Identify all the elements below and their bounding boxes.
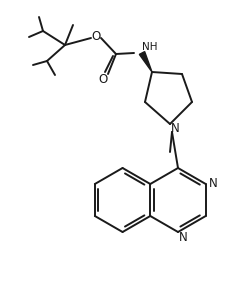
Text: O: O — [98, 72, 107, 85]
Text: N: N — [170, 122, 179, 135]
Text: O: O — [91, 30, 100, 43]
Text: N: N — [208, 177, 217, 191]
Text: N: N — [178, 232, 187, 244]
Polygon shape — [139, 52, 151, 72]
Text: NH: NH — [141, 42, 157, 52]
